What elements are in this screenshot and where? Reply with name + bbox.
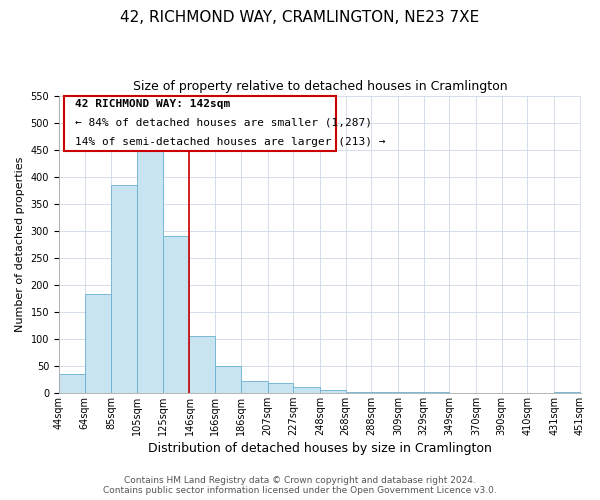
FancyBboxPatch shape (64, 96, 335, 150)
Bar (371, 392, 398, 393)
Bar (137, 146, 163, 393)
Bar (554, 392, 580, 393)
Bar (320, 390, 346, 393)
X-axis label: Distribution of detached houses by size in Cramlington: Distribution of detached houses by size … (148, 442, 492, 455)
Y-axis label: Number of detached properties: Number of detached properties (15, 156, 25, 332)
Title: Size of property relative to detached houses in Cramlington: Size of property relative to detached ho… (133, 80, 508, 93)
Bar (398, 392, 424, 393)
Bar (268, 383, 293, 393)
Text: Contains HM Land Registry data © Crown copyright and database right 2024.
Contai: Contains HM Land Registry data © Crown c… (103, 476, 497, 495)
Text: 42, RICHMOND WAY, CRAMLINGTON, NE23 7XE: 42, RICHMOND WAY, CRAMLINGTON, NE23 7XE (121, 10, 479, 25)
Bar (293, 388, 320, 393)
Text: 14% of semi-detached houses are larger (213) →: 14% of semi-detached houses are larger (… (74, 137, 385, 147)
Bar (163, 236, 190, 393)
Bar (424, 392, 449, 393)
Bar (241, 381, 268, 393)
Bar (85, 294, 112, 393)
Text: 42 RICHMOND WAY: 142sqm: 42 RICHMOND WAY: 142sqm (74, 98, 230, 108)
Bar (215, 366, 241, 393)
Bar (190, 336, 215, 393)
Bar (346, 392, 371, 393)
Text: ← 84% of detached houses are smaller (1,287): ← 84% of detached houses are smaller (1,… (74, 118, 371, 128)
Bar (59, 374, 85, 393)
Bar (112, 186, 137, 393)
